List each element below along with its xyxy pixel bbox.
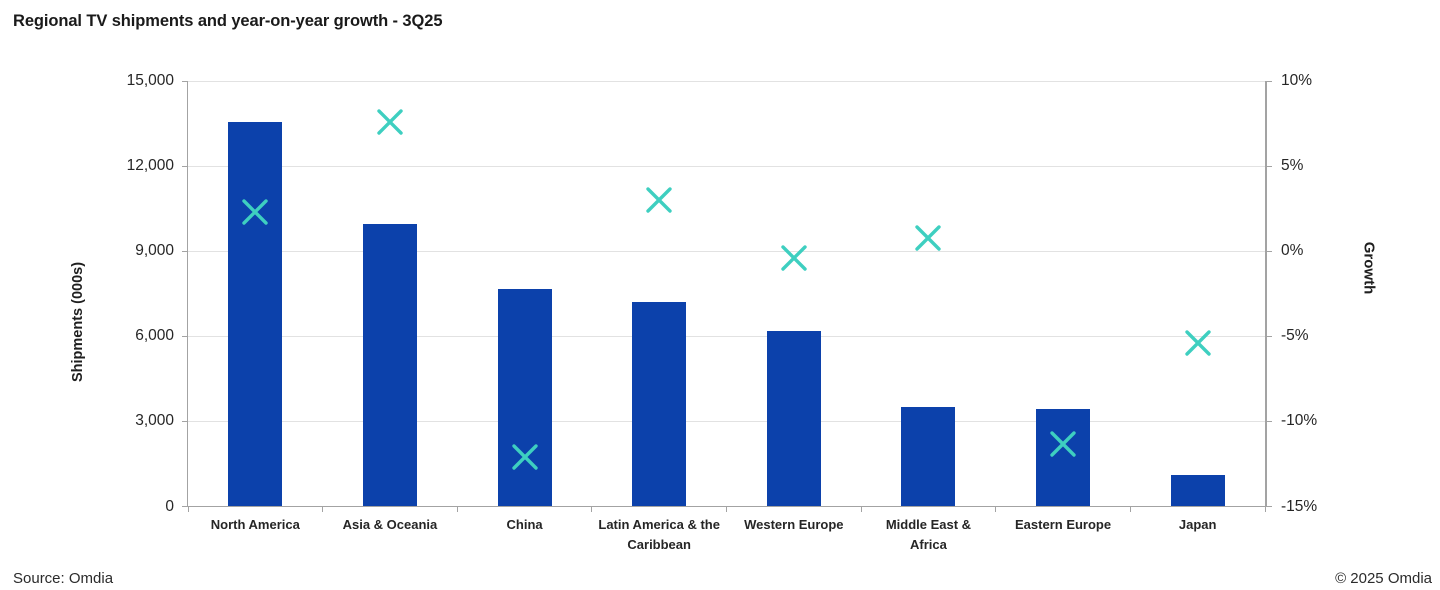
x-category-label-japan: Japan — [1178, 517, 1217, 532]
left-axis-tick — [181, 506, 188, 507]
growth-marker-western-europe — [779, 244, 809, 272]
left-axis-tick — [181, 250, 188, 252]
x-axis-tick — [456, 506, 458, 512]
gridline-9000 — [188, 250, 1265, 252]
x-marker-icon — [646, 187, 672, 213]
y-axis-tick-label: 0 — [165, 497, 174, 515]
x-marker-icon — [915, 224, 942, 251]
right-axis-tick — [1265, 80, 1272, 82]
growth-marker-japan — [1183, 329, 1213, 357]
gridline-6000 — [188, 335, 1265, 337]
bar-north-america — [228, 122, 283, 507]
gridline-15000 — [188, 80, 1265, 82]
x-marker-icon — [1184, 330, 1211, 356]
y-axis-tick-label: 12,000 — [126, 157, 174, 175]
growth-marker-north-america — [240, 198, 270, 226]
y-axis-tick-label: 3,000 — [135, 412, 174, 430]
growth-marker-middle-east-africa — [913, 224, 943, 252]
growth-marker-asia-oceania — [375, 108, 405, 136]
x-marker-icon — [1050, 430, 1076, 457]
right-axis-tick — [1265, 165, 1272, 167]
x-category-label-eastern-europe: Eastern Europe — [1015, 517, 1112, 532]
left-axis-line — [186, 81, 188, 507]
bar-eastern-europe — [1036, 408, 1091, 507]
gridline-12000 — [188, 165, 1265, 167]
bar-japan — [1170, 475, 1225, 507]
x-marker-icon — [781, 245, 807, 271]
right-axis-tick-label: -15% — [1281, 497, 1318, 515]
x-category-label-china: China — [506, 517, 543, 532]
growth-marker-eastern-europe — [1048, 430, 1078, 458]
right-axis-tick-label: -5% — [1281, 327, 1309, 345]
right-axis-tick-label: 10% — [1281, 72, 1313, 89]
x-marker-icon — [511, 444, 538, 470]
left-axis-tick — [181, 165, 188, 167]
copyright-note: © 2025 Omdia — [1335, 570, 1432, 587]
growth-marker-latin-america-the-caribbean — [644, 186, 674, 214]
x-category-label-north-america: North America — [210, 517, 300, 532]
x-axis-tick — [726, 506, 727, 512]
right-axis-tick — [1265, 506, 1272, 507]
right-axis-tick-label: 5% — [1281, 157, 1304, 175]
left-axis-title: Shipments (000s) — [70, 261, 86, 383]
right-axis-tick — [1265, 420, 1272, 422]
x-marker-icon — [242, 199, 269, 225]
growth-marker-china — [510, 443, 540, 471]
left-axis-tick — [181, 80, 188, 82]
x-category-label-middle-east-africa: Middle East & Africa — [885, 517, 972, 552]
right-axis-tick — [1265, 335, 1272, 337]
bar-china — [497, 289, 552, 507]
bar-western-europe — [766, 330, 821, 507]
y-axis-tick-label: 9,000 — [135, 242, 174, 260]
x-axis-tick — [591, 506, 593, 512]
gridline-3000 — [188, 420, 1265, 422]
x-axis-tick — [995, 506, 997, 512]
bar-latin-america-the-caribbean — [632, 302, 687, 507]
x-axis-tick — [860, 506, 862, 512]
bar-asia-oceania — [362, 224, 417, 507]
left-axis-tick — [181, 335, 188, 337]
right-axis-tick-label: -10% — [1281, 412, 1318, 430]
x-marker-icon — [377, 109, 403, 135]
x-category-label-asia-oceania: Asia & Oceania — [342, 517, 438, 532]
x-category-label-western-europe: Western Europe — [744, 517, 844, 532]
left-axis-tick — [181, 420, 188, 422]
gridline-0 — [181, 506, 1265, 507]
x-axis-tick — [322, 506, 324, 512]
x-axis-tick — [1129, 506, 1131, 512]
chart-title: Regional TV shipments and year-on-year g… — [13, 12, 443, 30]
right-axis-line — [1265, 81, 1267, 507]
x-axis-tick — [187, 506, 189, 512]
right-axis-tick-label: 0% — [1281, 242, 1304, 260]
source-note: Source: Omdia — [13, 570, 114, 587]
right-axis-tick — [1265, 250, 1272, 252]
x-category-label-latin-america-the-caribbean: Latin America & the Caribbean — [598, 517, 720, 552]
y-axis-tick-label: 15,000 — [126, 72, 174, 89]
bar-middle-east-africa — [901, 407, 956, 507]
x-axis-tick — [1264, 506, 1266, 512]
right-axis-title: Growth — [1360, 241, 1378, 295]
y-axis-tick-label: 6,000 — [135, 327, 174, 345]
